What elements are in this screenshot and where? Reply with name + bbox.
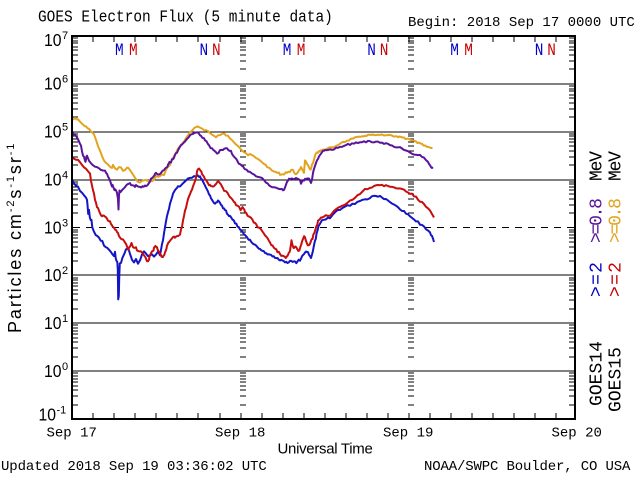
svg-text:3: 3 [62,217,68,229]
svg-text:N: N [212,40,221,61]
svg-text:1: 1 [62,313,68,325]
svg-text:6: 6 [62,74,68,86]
svg-text:Sep 17: Sep 17 [47,426,97,442]
svg-text:N: N [380,40,389,61]
svg-text:N: N [535,40,544,61]
svg-text:>=0.8: >=0.8 [588,198,608,243]
svg-text:10: 10 [44,313,62,333]
svg-text:>=2: >=2 [607,262,627,297]
svg-text:10: 10 [44,265,62,285]
svg-text:Universal Time: Universal Time [278,440,373,457]
svg-text:2: 2 [62,265,68,277]
svg-text:10: 10 [44,217,62,237]
svg-text:>=0.8: >=0.8 [607,198,627,243]
svg-text:>=2: >=2 [588,262,608,297]
svg-text:N: N [200,40,209,61]
svg-text:M: M [464,40,473,61]
svg-text:MeV: MeV [588,151,608,181]
svg-text:5: 5 [62,122,68,134]
svg-text:10: 10 [44,361,62,381]
svg-text:Sep 18: Sep 18 [215,426,265,442]
svg-text:0: 0 [62,361,68,373]
svg-text:10: 10 [44,169,62,189]
svg-text:N: N [367,40,376,61]
svg-text:Sep 20: Sep 20 [552,426,602,442]
svg-text:GOES14: GOES14 [588,341,608,406]
svg-text:M: M [129,40,138,61]
svg-text:10: 10 [44,122,62,142]
svg-text:10: 10 [44,74,62,94]
svg-text:Particles cm-2s-1sr-1: Particles cm-2s-1sr-1 [5,142,25,333]
svg-text:Sep 19: Sep 19 [383,426,433,442]
svg-text:Updated 2018 Sep 19 03:36:02 U: Updated 2018 Sep 19 03:36:02 UTC [1,459,267,475]
svg-text:7: 7 [62,30,68,42]
svg-text:10: 10 [39,405,57,425]
svg-text:M: M [450,40,459,61]
svg-text:NOAA/SWPC Boulder, CO USA: NOAA/SWPC Boulder, CO USA [424,459,631,475]
svg-text:M: M [115,40,124,61]
svg-text:GOES Electron Flux (5 minute d: GOES Electron Flux (5 minute data) [38,7,333,26]
svg-text:N: N [547,40,556,61]
svg-text:-1: -1 [57,405,67,417]
svg-text:M: M [297,40,306,61]
svg-text:M: M [283,40,292,61]
svg-text:4: 4 [62,169,68,181]
svg-text:MeV: MeV [607,151,627,181]
svg-text:GOES15: GOES15 [607,347,627,412]
svg-text:Begin: 2018 Sep 17 0000 UTC: Begin: 2018 Sep 17 0000 UTC [408,15,635,31]
svg-text:10: 10 [44,30,62,50]
